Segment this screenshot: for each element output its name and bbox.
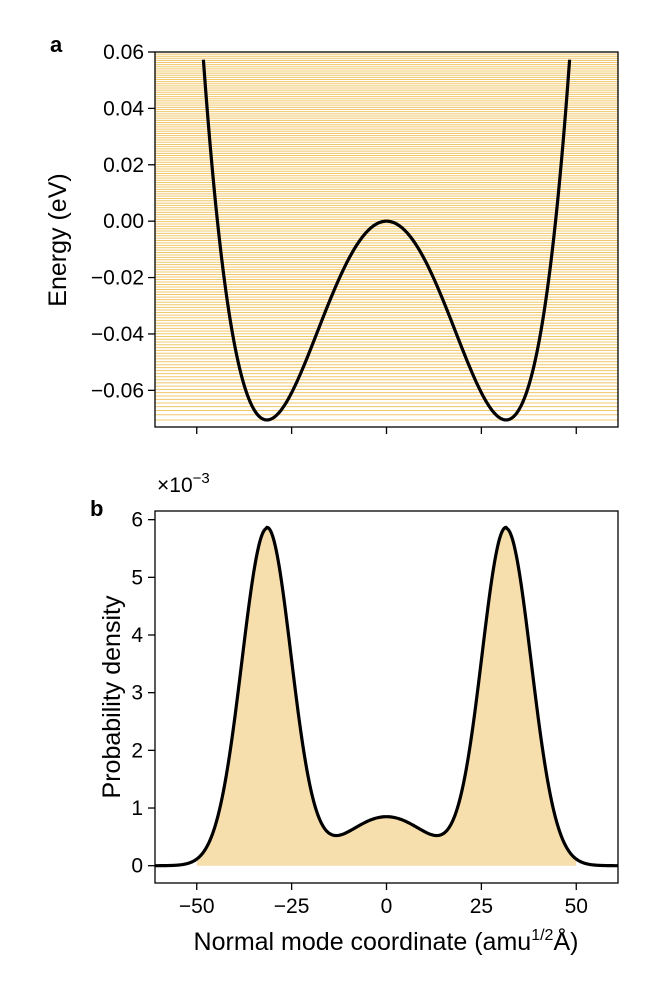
y-tick-label: 0.06 [103, 41, 144, 64]
y-tick-label: −0.04 [91, 323, 144, 346]
y-tick-label: 0 [131, 855, 143, 878]
density-y-ticks: 0 1 2 3 4 5 6 [131, 509, 155, 878]
y-tick-label: 1 [131, 797, 143, 820]
energy-y-axis-label: Energy (eV) [44, 173, 72, 306]
y-tick-label: 2 [131, 739, 143, 762]
y-tick-label: 6 [131, 509, 143, 532]
panel-label-b: b [90, 496, 103, 521]
y-tick-label: −0.06 [91, 379, 144, 402]
y-tick-label: 0.04 [103, 97, 144, 120]
x-tick-label: 50 [565, 895, 588, 918]
y-tick-label: 0.02 [103, 154, 144, 177]
density-x-axis-label: Normal mode coordinate (amu1/2Å) [194, 926, 579, 956]
density-fill [196, 527, 577, 866]
energy-y-ticks: 0.06 0.04 0.02 0.00 −0.02 −0.04 −0.06 [91, 41, 155, 402]
y-tick-label: 0.00 [103, 210, 144, 233]
potential-curve [201, 59, 572, 422]
energy-panel: 0.06 0.04 0.02 0.00 −0.02 −0.04 −0.06 a Energy… [44, 32, 619, 434]
density-curve [155, 525, 618, 868]
y-scale-multiplier: ×10−3 [157, 470, 210, 497]
y-tick-label: 3 [131, 682, 143, 705]
energy-x-ticks [196, 427, 577, 434]
density-panel: −50 −25 0 25 50 0 1 2 3 4 5 6 b ×10−3 Probability … [90, 470, 619, 956]
x-tick-label: 25 [470, 895, 493, 918]
y-tick-label: −0.02 [91, 267, 144, 290]
density-y-axis-label: Probability density [98, 595, 126, 798]
y-tick-label: 4 [131, 624, 143, 647]
panel-label-a: a [50, 32, 63, 57]
energy-levels [155, 51, 618, 421]
x-tick-label: −50 [179, 895, 215, 918]
density-x-ticks: −50 −25 0 25 50 [179, 883, 588, 918]
x-tick-label: −25 [274, 895, 310, 918]
y-tick-label: 5 [131, 566, 143, 589]
x-tick-label: 0 [381, 895, 393, 918]
